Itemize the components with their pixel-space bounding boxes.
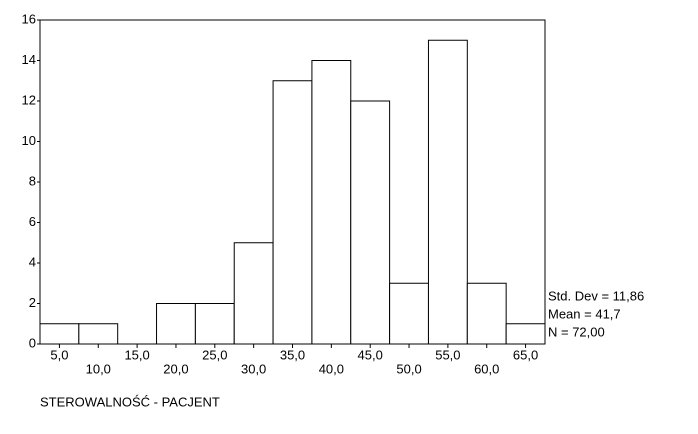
bar xyxy=(466,282,507,345)
bar xyxy=(272,80,313,345)
bar xyxy=(194,303,235,345)
x-tick-label: 30,0 xyxy=(241,361,266,376)
x-tick-label: 35,0 xyxy=(280,347,305,362)
x-tick-label: 65,0 xyxy=(513,347,538,362)
x-tick-label: 55,0 xyxy=(435,347,460,362)
bar xyxy=(233,242,274,345)
x-tick-label: 40,0 xyxy=(319,361,344,376)
bar xyxy=(389,282,429,345)
x-tick-label: 45,0 xyxy=(358,347,383,362)
x-tick-label: 25,0 xyxy=(202,347,227,362)
bar xyxy=(156,303,196,345)
bar xyxy=(39,323,80,345)
x-tick-label: 20,0 xyxy=(163,361,188,376)
y-tick-label: 4 xyxy=(29,254,36,269)
x-tick-label: 60,0 xyxy=(474,361,499,376)
y-tick-label: 2 xyxy=(29,295,36,310)
bar xyxy=(350,100,391,345)
y-tick-label: 14 xyxy=(22,52,36,67)
bar xyxy=(505,323,546,345)
bar xyxy=(311,60,352,345)
y-tick-label: 8 xyxy=(29,173,36,188)
stats-annotation: Std. Dev = 11,86 xyxy=(548,288,644,303)
bar xyxy=(78,323,119,345)
x-tick-label: 50,0 xyxy=(396,361,421,376)
x-tick-label: 5,0 xyxy=(50,347,68,362)
y-tick-label: 10 xyxy=(22,133,36,148)
stats-annotation: Mean = 41,7 xyxy=(548,306,621,321)
x-tick-label: 15,0 xyxy=(124,347,149,362)
stats-annotation: N = 72,00 xyxy=(548,324,605,339)
y-tick-label: 6 xyxy=(29,214,36,229)
y-tick-label: 12 xyxy=(22,92,36,107)
x-tick-label: 10,0 xyxy=(86,361,111,376)
y-tick-label: 0 xyxy=(29,335,36,350)
x-axis-label: STEROWALNOŚĆ - PACJENT xyxy=(40,394,220,409)
bar xyxy=(427,39,468,345)
y-tick-label: 16 xyxy=(22,11,36,26)
